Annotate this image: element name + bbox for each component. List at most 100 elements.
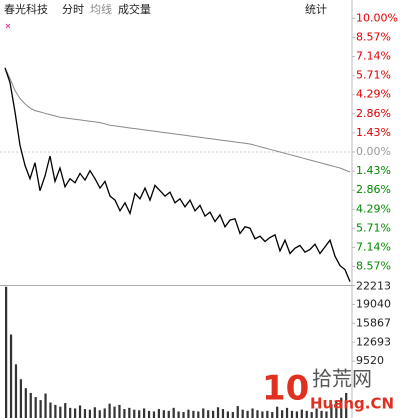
volume-bar	[325, 411, 328, 418]
y-tick-label: 4.29%	[356, 202, 391, 215]
y-tick-label: 8.57%	[356, 31, 391, 44]
volume-bar	[345, 392, 348, 418]
volume-bar	[285, 407, 289, 418]
y-tick-label: 1.43%	[356, 126, 391, 139]
y-tick-label: 15867	[356, 316, 391, 329]
volume-bar	[295, 411, 299, 418]
watermark-site: Huang.CN	[310, 395, 394, 413]
watermark-logo: 10	[262, 369, 309, 409]
volume-bar	[216, 407, 220, 418]
volume-bar	[276, 406, 279, 418]
volume-bar	[143, 408, 146, 418]
volume-bar	[172, 407, 175, 418]
y-tick-label: 22213	[356, 280, 391, 293]
price-line	[4, 67, 351, 173]
volume-bar	[187, 409, 190, 418]
y-tick-label: 10.00%	[356, 11, 398, 24]
y-tick-label: 5.71%	[356, 69, 391, 82]
volume-bar	[335, 401, 338, 418]
y-tick-label: 19040	[356, 297, 391, 310]
watermark: 10 拾荒网 Huang.CN	[262, 367, 394, 413]
volume-bar	[207, 410, 210, 418]
volume-bar	[197, 411, 200, 418]
volume-bar	[78, 405, 82, 418]
volume-bar	[59, 406, 62, 418]
volume-toggle[interactable]: 成交量	[118, 2, 151, 16]
volume-bar	[44, 393, 47, 418]
y-tick-label: 8.57%	[356, 259, 391, 272]
volume-bar	[29, 392, 32, 418]
price-line	[4, 67, 351, 282]
volume-bar	[290, 410, 294, 418]
volume-bar	[103, 408, 106, 418]
y-tick-label: 5.71%	[356, 221, 391, 234]
volume-bar	[236, 406, 239, 418]
watermark-name: 拾荒网	[312, 367, 372, 391]
y-tick-label: 7.14%	[356, 50, 391, 63]
y-tick-label: 12693	[356, 335, 391, 348]
y-tick-label: 2.86%	[356, 107, 391, 120]
y-tick-label: 9520	[356, 354, 384, 367]
y-tick-label: 1.43%	[356, 164, 391, 177]
volume-bar	[315, 408, 318, 418]
volume-bar	[98, 410, 101, 418]
avg-toggle[interactable]: 均线	[90, 2, 112, 16]
volume-bar	[202, 408, 205, 418]
volume-bar	[330, 404, 333, 418]
volume-bar	[231, 412, 234, 418]
volume-bar	[167, 410, 170, 418]
volume-bar	[221, 409, 225, 418]
volume-bar	[108, 403, 111, 418]
volume-bar	[271, 412, 274, 418]
y-tick-label: 2.86%	[356, 183, 391, 196]
volume-bar	[147, 410, 151, 418]
stock-name: 春光科技	[4, 2, 48, 16]
volume-bar	[212, 410, 215, 418]
volume-bar	[266, 410, 269, 418]
marker	[5, 23, 11, 29]
volume-bar	[14, 364, 18, 418]
volume-bar	[128, 407, 131, 418]
volume-bar	[54, 404, 57, 418]
volume-bar	[177, 411, 180, 418]
volume-bar	[83, 409, 87, 418]
mode-tab[interactable]: 分时	[62, 3, 84, 16]
volume-bar	[138, 410, 141, 418]
volume-bar	[113, 406, 116, 418]
volume-bar	[74, 408, 77, 418]
volume-bar	[281, 410, 284, 418]
volume-bar	[320, 410, 323, 418]
y-tick-label: 4.29%	[356, 88, 391, 101]
y-tick-label: 0.00%	[356, 145, 391, 158]
volume-bar	[34, 397, 37, 418]
volume-bar	[39, 400, 42, 418]
volume-bar	[300, 409, 303, 418]
volume-bar	[152, 411, 156, 418]
volume-bar	[305, 410, 308, 418]
volume-bar	[9, 334, 13, 418]
volume-bar	[192, 410, 195, 418]
volume-bar	[93, 407, 96, 418]
volume-bar	[69, 407, 72, 418]
volume-bar	[19, 379, 23, 418]
volume-bar	[241, 409, 244, 418]
volume-bar	[64, 403, 67, 418]
volume-bar	[261, 411, 264, 418]
volume-bar	[310, 412, 313, 418]
volume-bar	[251, 408, 254, 418]
volume-bar	[133, 409, 136, 418]
volume-bar	[118, 404, 121, 418]
volume-bar	[49, 402, 52, 418]
volume-bar	[340, 397, 343, 418]
y-tick-label: 7.14%	[356, 240, 391, 253]
volume-bar	[5, 286, 8, 418]
stats-button[interactable]: 统计	[305, 3, 327, 16]
volume-bar	[256, 410, 259, 418]
volume-bar	[226, 411, 230, 418]
volume-bar	[162, 410, 165, 418]
volume-bar	[246, 410, 249, 418]
volume-bar	[123, 409, 126, 418]
volume-bar	[182, 412, 185, 418]
